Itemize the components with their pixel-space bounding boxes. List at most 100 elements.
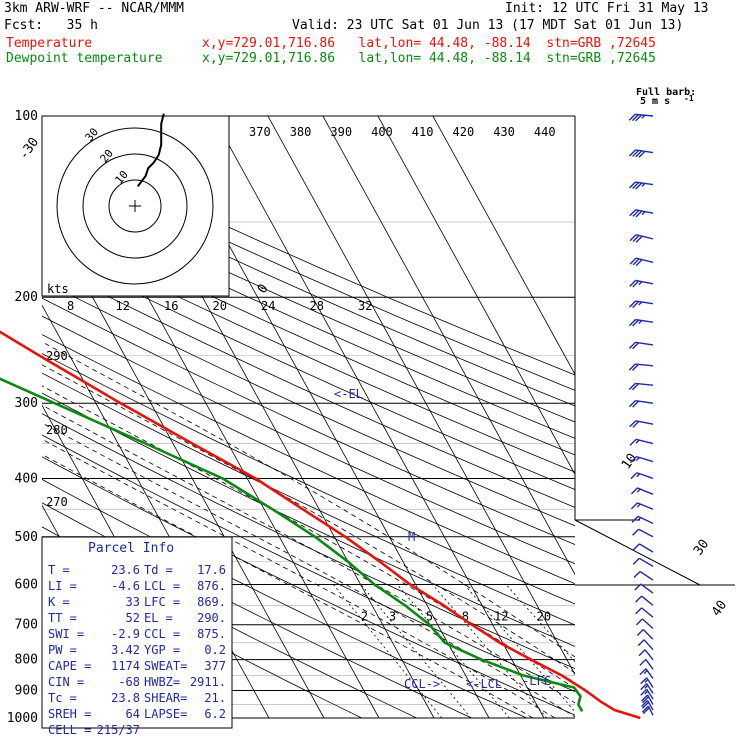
isotherm-label: -30 — [16, 135, 42, 163]
wind-barb-flag — [631, 114, 639, 122]
wind-barb-flag — [628, 149, 636, 157]
parcel-key: SREH = — [48, 707, 91, 721]
dry-adiabat — [42, 246, 575, 490]
parcel-value: 64 — [126, 707, 140, 721]
isotherm — [322, 116, 575, 576]
wind-barb-flag — [632, 400, 640, 408]
theta-label: 370 — [249, 125, 271, 139]
wind-barb — [644, 649, 654, 661]
parcel-info-title: Parcel Info — [88, 541, 174, 556]
hodograph-speed-label: 16 — [164, 299, 178, 313]
parcel-key: EL = — [144, 611, 173, 625]
wind-barb-flag — [632, 234, 640, 242]
parcel-value: -2.9 — [111, 627, 140, 641]
parcel-key: SWI = — [48, 627, 84, 641]
wind-barb-flag — [638, 320, 643, 324]
pressure-tick-label: 100 — [15, 109, 38, 124]
barb-legend-title: Full barb: — [636, 87, 696, 98]
forecast-hour: Fcst: 35 h — [4, 18, 98, 33]
theta-label: 410 — [412, 125, 434, 139]
parcel-value: 875. — [197, 627, 226, 641]
wind-barb-flag — [641, 211, 646, 216]
parcel-value: 21. — [204, 691, 226, 705]
wind-barb-flag — [636, 503, 641, 508]
wind-barb-flag — [635, 235, 643, 243]
hodograph-speed-label: 28 — [310, 299, 324, 313]
wind-barb — [646, 700, 654, 711]
wind-barb-flag — [629, 420, 637, 428]
mixing-ratio-lines — [332, 584, 575, 719]
dewpoint-location: x,y=729.01,716.86 lat,lon= 44.48, -88.14… — [202, 51, 656, 66]
barb-legend-unit: 5 m s — [640, 96, 670, 107]
wind-barb-flag — [635, 607, 643, 615]
parcel-key: LFC = — [144, 595, 180, 609]
theta-label: 280 — [46, 423, 68, 437]
mixing-ratio-label: 12 — [494, 610, 508, 624]
parcel-value: 377 — [204, 659, 226, 673]
barb-legend-exponent: -1 — [684, 94, 694, 103]
dry-adiabat — [42, 334, 575, 585]
parcel-value: 23.6 — [111, 563, 140, 577]
pressure-tick-label: 700 — [15, 618, 38, 633]
dry-adiabats — [42, 138, 575, 719]
wind-barb-flag — [632, 528, 640, 536]
dewpoint-legend: Dewpoint temperature — [6, 51, 163, 66]
dry-adiabat — [42, 392, 575, 647]
hodograph-speed-label: 12 — [116, 299, 130, 313]
wind-barb — [647, 705, 654, 716]
mixing-ratio-line — [505, 584, 575, 663]
dry-adiabat — [42, 198, 575, 439]
dewpoint-profile — [0, 377, 584, 713]
dry-adiabat — [42, 434, 575, 692]
parcel-key: K = — [48, 595, 70, 609]
level-annotations: <-EL M CCL-> <-LCL -LFC — [334, 387, 551, 691]
dry-adiabat — [42, 315, 575, 565]
wind-barb-flag — [644, 679, 649, 684]
init-time: Init: 12 UTC Fri 31 May 13 — [505, 1, 709, 16]
wind-barb-flag — [632, 209, 640, 217]
mixing-ratio-label: 20 — [537, 610, 551, 624]
mixing-ratio-line — [360, 584, 472, 719]
wind-barb-flag — [640, 688, 648, 696]
wind-barb — [638, 557, 654, 568]
wind-barb — [640, 583, 654, 594]
wind-barb-flag — [630, 502, 638, 510]
wind-barb-flag — [635, 259, 643, 267]
hodograph-ring — [56, 127, 214, 285]
wind-barb-flag — [632, 258, 640, 266]
wind-barb — [641, 618, 654, 629]
pressure-tick-label: 200 — [15, 290, 38, 305]
wind-barb-flag — [628, 113, 636, 121]
wind-barb-flag — [628, 300, 636, 308]
wind-barb-flag — [630, 487, 638, 495]
isotherm-label: 30 — [691, 537, 712, 558]
wind-barb-flag — [641, 694, 649, 702]
temperature-profile — [0, 330, 641, 720]
wind-barb-flag — [641, 699, 649, 707]
parcel-key: LAPSE= — [144, 707, 187, 721]
model-title: 3km ARW-WRF -- NCAR/MMM — [4, 1, 185, 16]
isotherm — [432, 116, 575, 376]
moist-adiabat — [42, 422, 575, 718]
parcel-key: CCL = — [144, 627, 180, 641]
wind-barb-flag — [632, 149, 640, 157]
dry-adiabat — [42, 182, 575, 423]
parcel-value: 23.8 — [111, 691, 140, 705]
wind-barb-flag — [636, 488, 641, 493]
moist-adiabats — [42, 341, 575, 719]
parcel-info-box: Parcel Info T = 23.6 Td = 17.6 LI = -4.6 LCL = 8… — [41, 536, 233, 737]
parcel-key: TT = — [48, 611, 77, 625]
dry-adiabat — [42, 229, 575, 473]
wind-barb — [638, 528, 654, 538]
wind-barb-flag — [637, 639, 645, 647]
parcel-value: 0.2 — [204, 643, 226, 657]
wind-barb-flag — [628, 363, 636, 371]
sounding-profiles — [0, 330, 641, 720]
parcel-value: 1174 — [111, 659, 140, 673]
wind-barb-flag — [638, 301, 643, 306]
theta-label: 420 — [453, 125, 475, 139]
lcl-annotation: <-LCL — [466, 677, 502, 691]
wind-barb-flag — [629, 257, 637, 265]
